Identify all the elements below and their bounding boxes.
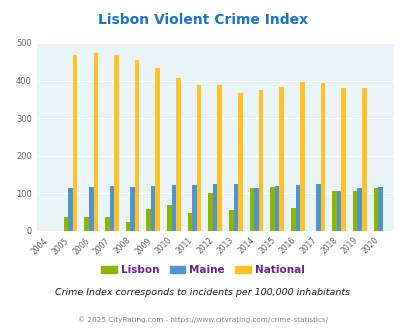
Bar	[377, 186, 382, 231]
Bar	[171, 185, 176, 231]
Bar	[146, 209, 151, 231]
Bar	[361, 88, 366, 231]
Bar	[68, 188, 73, 231]
Bar	[151, 186, 155, 231]
Bar	[233, 184, 237, 231]
Bar	[109, 186, 114, 231]
Bar	[315, 184, 320, 231]
Bar	[254, 188, 258, 231]
Bar	[73, 54, 77, 231]
Bar	[228, 210, 233, 231]
Bar	[299, 82, 304, 231]
Bar	[114, 55, 118, 231]
Legend: Lisbon, Maine, National: Lisbon, Maine, National	[96, 261, 309, 279]
Bar	[64, 217, 68, 231]
Bar	[373, 188, 377, 231]
Bar	[105, 217, 109, 231]
Bar	[176, 78, 180, 231]
Bar	[270, 187, 274, 231]
Bar	[279, 87, 283, 231]
Bar	[93, 53, 98, 231]
Bar	[290, 208, 295, 231]
Bar	[274, 186, 279, 231]
Bar	[320, 83, 324, 231]
Bar	[89, 186, 93, 231]
Bar	[356, 188, 361, 231]
Bar	[237, 92, 242, 231]
Bar	[155, 69, 160, 231]
Text: Lisbon Violent Crime Index: Lisbon Violent Crime Index	[98, 13, 307, 27]
Text: © 2025 CityRating.com - https://www.cityrating.com/crime-statistics/: © 2025 CityRating.com - https://www.city…	[78, 317, 327, 323]
Bar	[208, 193, 212, 231]
Bar	[258, 89, 263, 231]
Bar	[352, 191, 356, 231]
Bar	[295, 185, 299, 231]
Bar	[187, 213, 192, 231]
Bar	[130, 186, 134, 231]
Bar	[166, 205, 171, 231]
Bar	[341, 88, 345, 231]
Bar	[217, 85, 222, 231]
Bar	[336, 191, 341, 231]
Bar	[84, 217, 89, 231]
Bar	[212, 184, 217, 231]
Bar	[249, 188, 254, 231]
Bar	[196, 85, 201, 231]
Bar	[126, 222, 130, 231]
Bar	[134, 60, 139, 231]
Text: Crime Index corresponds to incidents per 100,000 inhabitants: Crime Index corresponds to incidents per…	[55, 287, 350, 297]
Bar	[192, 185, 196, 231]
Bar	[331, 191, 336, 231]
